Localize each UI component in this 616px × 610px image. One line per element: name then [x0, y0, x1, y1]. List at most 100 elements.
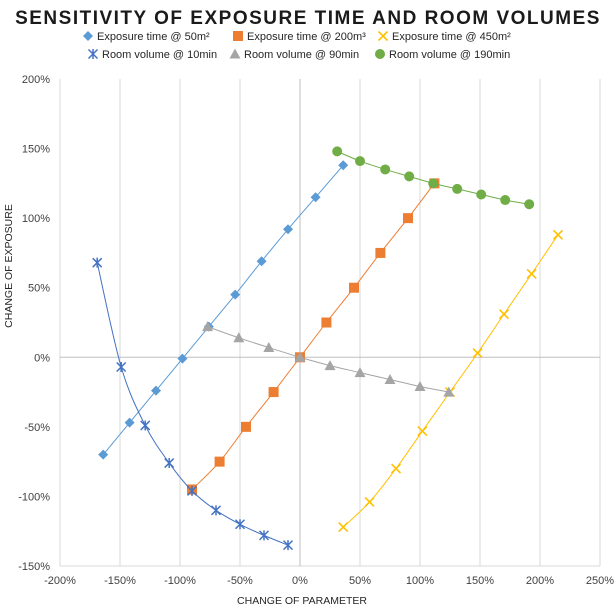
legend-marker	[377, 30, 389, 42]
data-point	[417, 425, 428, 437]
data-point	[552, 229, 564, 240]
legend-marker	[83, 31, 93, 41]
x-tick-label: 0%	[292, 575, 308, 587]
x-tick-label: 50%	[349, 575, 371, 587]
chart-tick-labels: -200% -150% -100% -50% 0% 50% 100% 150% 200% 250%…	[18, 74, 614, 587]
y-tick-label: 150%	[22, 144, 50, 156]
data-point	[210, 505, 222, 516]
chart-axes	[60, 79, 600, 567]
series-exposure-time-200m	[187, 178, 440, 495]
y-tick-label: -100%	[18, 491, 50, 503]
data-point	[282, 540, 294, 551]
legend-item-room-volume-90min: Room volume @ 90min	[229, 48, 359, 61]
legend-marker	[229, 48, 241, 59]
data-point	[98, 449, 109, 460]
legend-marker	[87, 48, 99, 60]
data-point	[214, 456, 225, 467]
series-line	[207, 326, 449, 393]
data-point	[443, 386, 455, 397]
data-point	[310, 192, 321, 203]
data-point	[428, 178, 439, 189]
data-point	[403, 213, 413, 224]
y-tick-label: 50%	[28, 283, 50, 295]
data-point	[498, 309, 510, 320]
series-room-volume-90min	[202, 321, 455, 397]
data-point	[390, 463, 402, 474]
data-point	[263, 342, 275, 353]
data-point	[476, 189, 487, 200]
legend-label: Exposure time @ 50m²	[97, 31, 210, 43]
legend-label: Room volume @ 90min	[244, 49, 359, 61]
data-point	[233, 332, 245, 343]
x-tick-label: 250%	[586, 575, 614, 587]
data-point	[472, 348, 483, 359]
data-point	[294, 351, 306, 362]
data-point	[241, 421, 251, 432]
data-point	[524, 199, 535, 210]
series-exposure-time-450m	[338, 229, 564, 533]
legend-marker	[375, 49, 385, 59]
data-point	[338, 521, 349, 533]
data-point	[124, 417, 135, 428]
data-point	[116, 361, 127, 373]
legend-label: Exposure time @ 200m³	[247, 31, 366, 43]
legend-item-exposure-time-450m: Exposure time @ 450m²	[377, 30, 511, 43]
y-tick-label: 0%	[34, 352, 50, 364]
legend-item-room-volume-190min: Room volume @ 190min	[375, 49, 510, 61]
data-point	[256, 256, 267, 267]
chart-legend: Exposure time @ 50m² Exposure time @ 200m…	[83, 30, 511, 61]
data-point	[375, 247, 386, 258]
legend-item-exposure-time-200m: Exposure time @ 200m³	[233, 31, 366, 43]
data-point	[404, 171, 415, 182]
series-room-volume-190min	[332, 146, 535, 210]
x-axis-title: CHANGE OF PARAMETER	[237, 595, 367, 607]
x-tick-label: 150%	[466, 575, 494, 587]
series-line	[342, 234, 559, 528]
data-point	[258, 530, 270, 541]
data-point	[500, 195, 511, 206]
data-point	[177, 353, 188, 364]
data-point	[324, 360, 336, 371]
x-tick-label: -200%	[44, 575, 76, 587]
y-tick-label: 100%	[22, 213, 50, 225]
series-exposure-time-50m	[98, 160, 349, 460]
data-point	[202, 321, 214, 332]
x-tick-label: 100%	[406, 575, 434, 587]
data-point	[268, 387, 279, 398]
legend-label: Exposure time @ 450m²	[392, 31, 511, 43]
series-line	[191, 183, 435, 490]
data-point	[234, 519, 246, 530]
legend-item-room-volume-10min: Room volume @ 10min	[87, 48, 217, 61]
data-point	[364, 496, 375, 508]
legend-item-exposure-time-50m: Exposure time @ 50m²	[83, 31, 210, 43]
data-point	[332, 146, 343, 157]
chart-title: SENSITIVITY OF EXPOSURE TIME AND ROOM VO…	[15, 8, 601, 29]
y-tick-label: 200%	[22, 74, 50, 86]
data-point	[526, 268, 537, 279]
series-line	[102, 164, 344, 456]
data-point	[283, 224, 293, 235]
data-point	[92, 257, 103, 268]
data-point	[349, 282, 359, 293]
y-tick-label: -150%	[18, 561, 50, 573]
data-point	[230, 289, 241, 300]
chart-plot-area	[92, 146, 564, 551]
legend-label: Room volume @ 190min	[389, 49, 510, 61]
data-point	[452, 183, 463, 194]
data-point	[321, 317, 332, 328]
data-point	[355, 156, 365, 167]
legend-marker	[233, 31, 243, 41]
x-tick-label: 200%	[526, 575, 554, 587]
y-axis-title: CHANGE OF EXPOSURE	[3, 204, 15, 328]
series-line	[96, 262, 289, 546]
series-line	[337, 150, 530, 205]
data-point	[164, 458, 175, 469]
data-point	[186, 485, 198, 496]
x-tick-label: -150%	[104, 575, 136, 587]
data-point	[414, 381, 426, 392]
data-point	[151, 385, 161, 396]
data-point	[384, 374, 396, 385]
data-point	[140, 420, 151, 431]
data-point	[380, 164, 391, 175]
